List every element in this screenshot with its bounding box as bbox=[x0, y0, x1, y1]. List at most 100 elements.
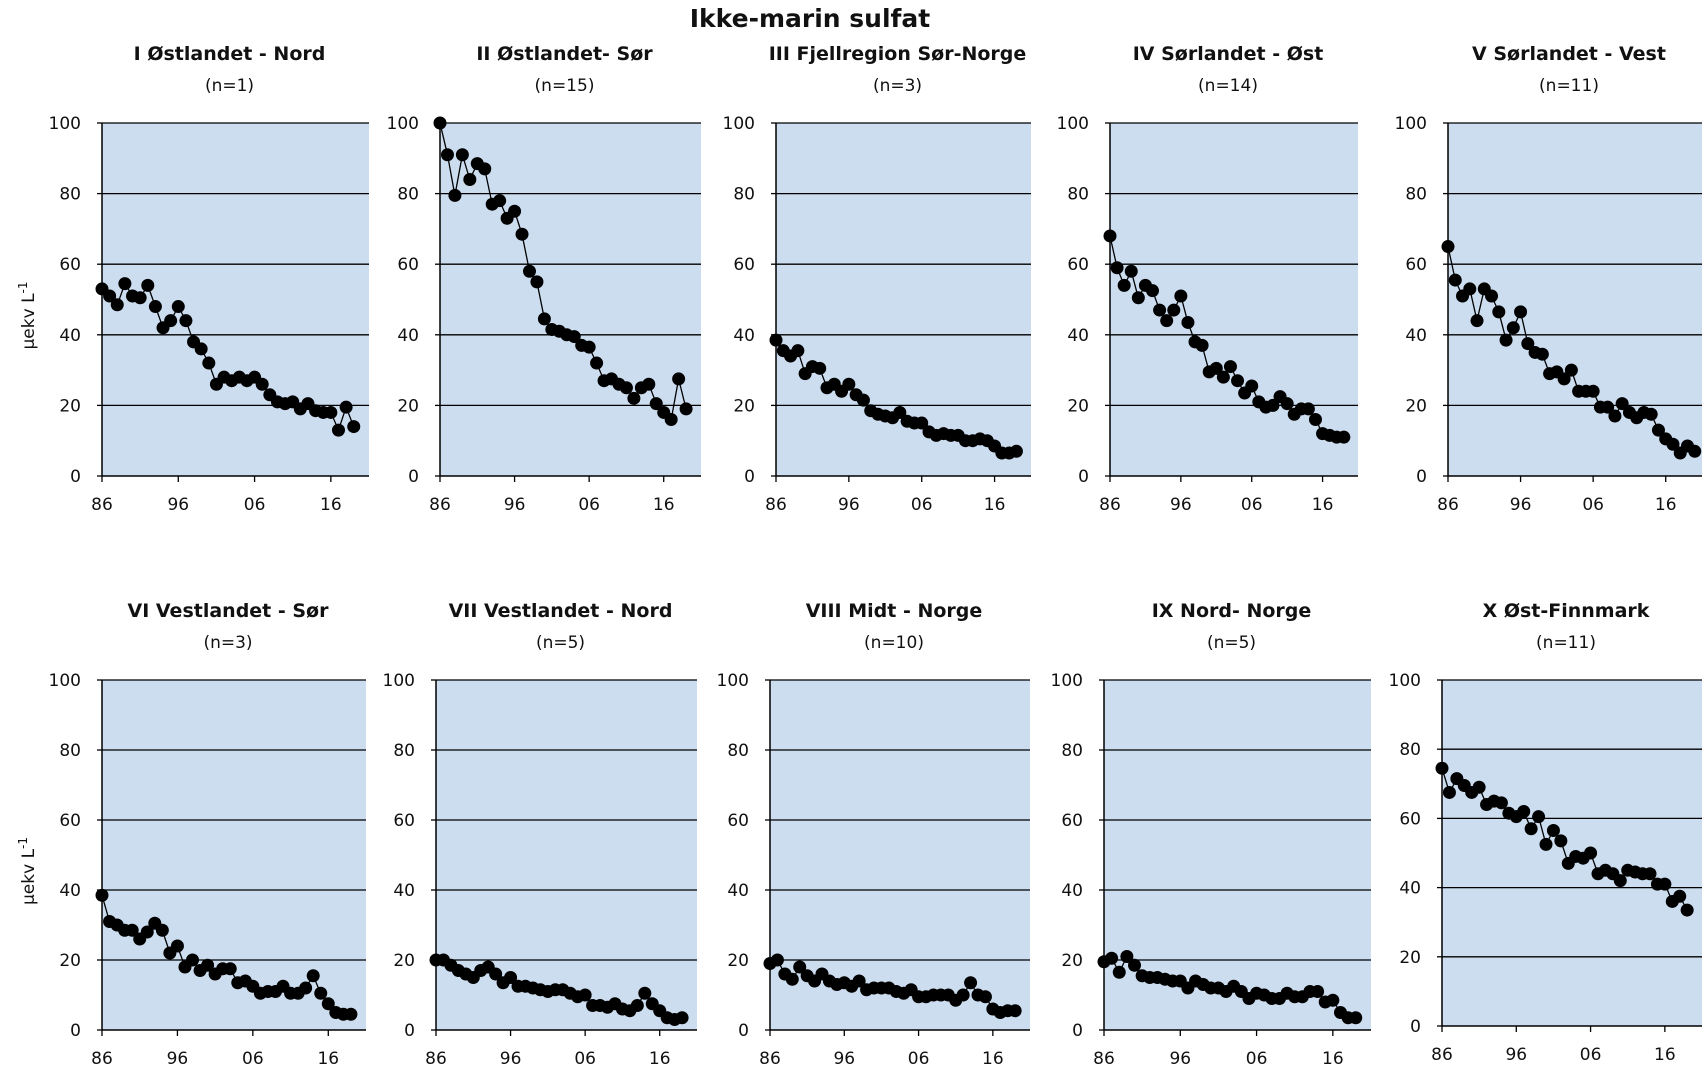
panel-4-data-point bbox=[1266, 398, 1280, 412]
panel-8-ytick-label: 40 bbox=[727, 881, 749, 901]
panel-4-ytick-label: 100 bbox=[1057, 114, 1089, 134]
panel-4-data-point bbox=[1245, 379, 1259, 393]
panel-2-xtick-label: 96 bbox=[504, 495, 526, 515]
panel-4-data-point bbox=[1209, 361, 1223, 375]
panel-3-title: III Fjellregion Sør-Norge bbox=[769, 43, 1027, 65]
panel-3: III Fjellregion Sør-Norge (n=3) 0 20 40 60 80 1… bbox=[723, 43, 1031, 515]
panel-9-data-point bbox=[1128, 958, 1142, 972]
panel-6-data-point bbox=[306, 969, 320, 983]
panel-3-xtick-label: 16 bbox=[984, 495, 1006, 515]
panel-7-data-point bbox=[504, 971, 518, 984]
panel-1-ytick-label: 60 bbox=[59, 255, 81, 275]
panel-5-data-point bbox=[1608, 409, 1622, 423]
panel-1-ytick-label: 100 bbox=[49, 114, 81, 134]
panel-5-data-point bbox=[1470, 314, 1484, 328]
panel-7-data-point bbox=[578, 988, 592, 1002]
panel-5-title: V Sørlandet - Vest bbox=[1472, 43, 1666, 65]
panel-10-ytick-label: 40 bbox=[1399, 879, 1421, 899]
panel-6-data-point bbox=[186, 953, 200, 967]
panel-8-subtitle: (n=10) bbox=[864, 633, 924, 653]
panel-6-data-point bbox=[299, 981, 313, 995]
panel-1-data-point bbox=[339, 400, 353, 414]
panel-3-data-point bbox=[915, 416, 929, 430]
panel-10-xtick-label: 96 bbox=[1505, 1045, 1527, 1065]
panel-2-data-point bbox=[455, 148, 469, 162]
panel-1-data-point bbox=[141, 278, 155, 292]
panel-6-data-point bbox=[170, 939, 184, 953]
panel-5-data-point bbox=[1485, 289, 1499, 303]
panel-10-data-point bbox=[1554, 834, 1568, 848]
panel-9-xtick-label: 16 bbox=[1322, 1049, 1344, 1069]
panel-10-data-point bbox=[1546, 824, 1560, 838]
panel-4-data-point bbox=[1231, 374, 1245, 388]
panel-1-data-point bbox=[133, 291, 147, 305]
panel-3-ytick-label: 40 bbox=[733, 326, 755, 346]
panel-2-data-point bbox=[590, 356, 604, 370]
panel-10-ytick-label: 100 bbox=[1389, 671, 1421, 691]
panel-8-data-point bbox=[964, 976, 978, 990]
panel-9-data-point bbox=[1120, 950, 1134, 963]
panel-2-data-point bbox=[530, 275, 544, 289]
panel-4-data-point bbox=[1301, 402, 1315, 416]
panel-1-title: I Østlandet - Nord bbox=[134, 43, 326, 65]
panel-1-data-point bbox=[324, 405, 338, 419]
panel-3-data-point bbox=[856, 393, 870, 407]
panel-8-title: VIII Midt - Norge bbox=[806, 600, 983, 622]
panel-9-ytick-label: 100 bbox=[1051, 671, 1083, 691]
panel-2-data-point bbox=[627, 391, 641, 405]
panel-6-data-point bbox=[125, 923, 139, 937]
panel-2-data-point bbox=[582, 340, 596, 354]
panel-1-xtick-label: 06 bbox=[244, 495, 266, 515]
panel-7-ytick-label: 100 bbox=[383, 671, 415, 691]
panel-8-xtick-label: 96 bbox=[833, 1049, 855, 1069]
panel-8-data-point bbox=[852, 974, 866, 988]
panel-2-ytick-label: 0 bbox=[408, 467, 419, 487]
panel-6-data-point bbox=[201, 958, 215, 972]
panel-5-data-point bbox=[1441, 240, 1455, 254]
panel-5: V Sørlandet - Vest (n=11) 0 20 40 60 80 100 86 96… bbox=[1395, 43, 1702, 515]
panel-5-xtick-label: 16 bbox=[1655, 495, 1677, 515]
panel-4-data-point bbox=[1174, 289, 1188, 303]
panel-2-data-point bbox=[463, 172, 477, 186]
panel-1-data-point bbox=[103, 289, 117, 303]
panel-2-data-point bbox=[433, 116, 447, 130]
panel-2-title: II Østlandet- Sør bbox=[476, 43, 653, 65]
panel-3-data-point bbox=[1009, 444, 1023, 458]
panel-7-data-point bbox=[675, 1011, 689, 1025]
panel-10-xtick-label: 06 bbox=[1580, 1045, 1602, 1065]
panel-5-data-point bbox=[1506, 321, 1520, 335]
panel-2-data-point bbox=[508, 204, 522, 218]
panel-4-data-point bbox=[1117, 278, 1131, 292]
panel-4-data-point bbox=[1146, 284, 1160, 298]
panel-6-ytick-label: 20 bbox=[59, 951, 81, 971]
panel-8-ytick-label: 80 bbox=[727, 741, 749, 761]
panel-1-ytick-label: 80 bbox=[59, 185, 81, 205]
panel-4-data-point bbox=[1110, 261, 1124, 275]
panel-10-data-point bbox=[1494, 796, 1508, 810]
panel-3-ytick-label: 60 bbox=[733, 255, 755, 275]
panel-1-data-point bbox=[347, 420, 361, 434]
panel-5-data-point bbox=[1564, 363, 1578, 377]
panel-1-data-point bbox=[171, 300, 185, 314]
panel-5-data-point bbox=[1521, 337, 1535, 351]
panel-5-data-point bbox=[1514, 305, 1528, 319]
panel-6-data-point bbox=[223, 962, 237, 976]
panel-6-subtitle: (n=3) bbox=[203, 633, 252, 653]
panel-10-xtick-label: 16 bbox=[1654, 1045, 1676, 1065]
panel-8-xtick-label: 86 bbox=[759, 1049, 781, 1069]
panel-9-ytick-label: 60 bbox=[1061, 811, 1083, 831]
panel-2-xtick-label: 06 bbox=[578, 495, 600, 515]
panel-5-xtick-label: 86 bbox=[1437, 495, 1459, 515]
panel-5-ytick-label: 20 bbox=[1405, 396, 1427, 416]
panel-6-ytick-label: 80 bbox=[59, 741, 81, 761]
panel-10: X Øst-Finnmark (n=11) 0 20 40 60 80 100 86 96 06 16 bbox=[1389, 600, 1702, 1065]
panel-10-data-point bbox=[1539, 837, 1553, 851]
panel-1-xtick-label: 16 bbox=[320, 495, 342, 515]
panel-10-xtick-label: 86 bbox=[1431, 1045, 1453, 1065]
panel-5-xtick-label: 06 bbox=[1582, 495, 1604, 515]
panel-5-data-point bbox=[1535, 347, 1549, 361]
panel-7-ytick-label: 40 bbox=[393, 881, 415, 901]
panel-4-xtick-label: 86 bbox=[1099, 495, 1121, 515]
